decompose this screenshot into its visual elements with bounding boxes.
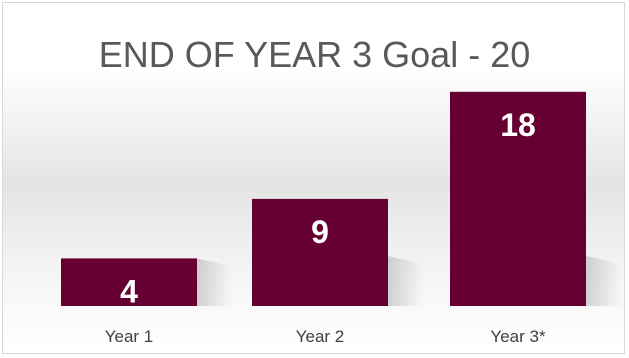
x-tick-label: Year 3*: [490, 327, 546, 346]
bar-shadow: [586, 256, 621, 306]
bar-year-2: [252, 198, 388, 306]
bar-year-3: [450, 91, 586, 306]
bar-shadow: [197, 258, 232, 306]
data-label: 4: [120, 273, 138, 309]
data-label: 9: [311, 214, 329, 250]
chart-title: END OF YEAR 3 Goal - 20: [98, 34, 531, 75]
bar-year-1: [61, 258, 197, 306]
x-tick-label: Year 1: [105, 327, 154, 346]
data-label: 18: [500, 107, 536, 143]
bar-shadow: [388, 256, 423, 306]
x-tick-label: Year 2: [296, 327, 345, 346]
